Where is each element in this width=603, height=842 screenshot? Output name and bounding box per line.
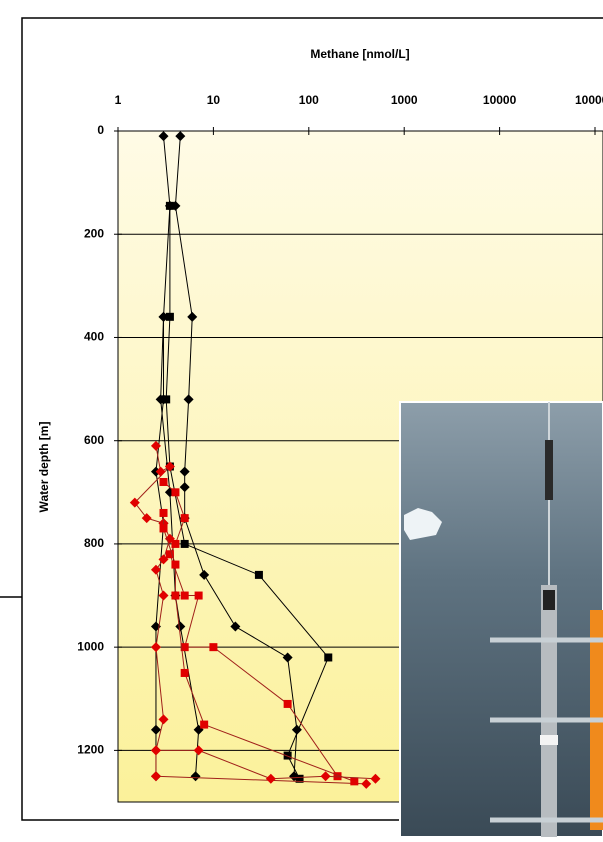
marker xyxy=(180,539,189,548)
y-tick-label: 1000 xyxy=(77,639,104,653)
plot-border xyxy=(117,130,603,803)
marker xyxy=(158,131,169,142)
marker xyxy=(175,621,186,632)
y-tick-label: 1200 xyxy=(77,743,104,757)
marker xyxy=(183,394,194,405)
marker xyxy=(165,550,174,559)
marker xyxy=(193,745,204,756)
x-tick-label: 1000 xyxy=(391,93,418,107)
marker xyxy=(180,514,189,523)
marker xyxy=(171,488,180,497)
marker xyxy=(324,653,333,662)
marker xyxy=(209,643,218,652)
marker xyxy=(179,482,190,493)
y-tick-label: 800 xyxy=(84,536,104,550)
marker xyxy=(230,621,241,632)
marker xyxy=(180,643,189,652)
y-tick-label: 400 xyxy=(84,330,104,344)
marker xyxy=(180,668,189,677)
marker xyxy=(141,513,152,524)
x-tick-label: 100 xyxy=(299,93,319,107)
marker xyxy=(159,508,168,517)
marker xyxy=(265,773,276,784)
marker xyxy=(158,590,169,601)
marker xyxy=(200,720,209,729)
marker xyxy=(190,771,201,782)
marker xyxy=(282,652,293,663)
marker xyxy=(150,745,161,756)
y-tick-label: 0 xyxy=(97,123,104,137)
marker xyxy=(350,777,359,786)
marker xyxy=(171,591,180,600)
marker xyxy=(155,466,166,477)
marker xyxy=(370,773,381,784)
marker xyxy=(129,497,140,508)
marker xyxy=(150,564,161,575)
marker xyxy=(159,477,168,486)
y-tick-label: 600 xyxy=(84,433,104,447)
marker xyxy=(254,570,263,579)
photo-inset xyxy=(399,401,603,838)
marker xyxy=(175,131,186,142)
y-axis-label: Water depth [m] xyxy=(37,422,51,513)
marker xyxy=(150,642,161,653)
marker xyxy=(155,394,166,405)
marker xyxy=(171,539,180,548)
series-line xyxy=(174,136,298,777)
marker xyxy=(150,440,161,451)
marker xyxy=(320,771,331,782)
marker xyxy=(333,772,342,781)
marker xyxy=(165,201,174,210)
marker xyxy=(283,699,292,708)
x-tick-label: 1 xyxy=(115,93,122,107)
x-tick-label: 100000 xyxy=(575,93,603,107)
y-tick-label: 200 xyxy=(84,226,104,240)
marker xyxy=(283,751,292,760)
marker xyxy=(158,714,169,725)
chart-title: Methane [nmol/L] xyxy=(310,47,409,61)
marker xyxy=(165,312,174,321)
marker xyxy=(150,724,161,735)
marker xyxy=(194,591,203,600)
marker xyxy=(199,569,210,580)
marker xyxy=(162,395,171,404)
x-tick-label: 10 xyxy=(207,93,221,107)
marker xyxy=(159,524,168,533)
marker xyxy=(295,774,304,783)
marker xyxy=(164,461,175,472)
marker xyxy=(187,311,198,322)
marker xyxy=(361,778,372,789)
marker xyxy=(171,560,180,569)
marker xyxy=(179,466,190,477)
marker xyxy=(180,591,189,600)
marker xyxy=(158,311,169,322)
marker xyxy=(150,771,161,782)
x-tick-label: 10000 xyxy=(483,93,517,107)
